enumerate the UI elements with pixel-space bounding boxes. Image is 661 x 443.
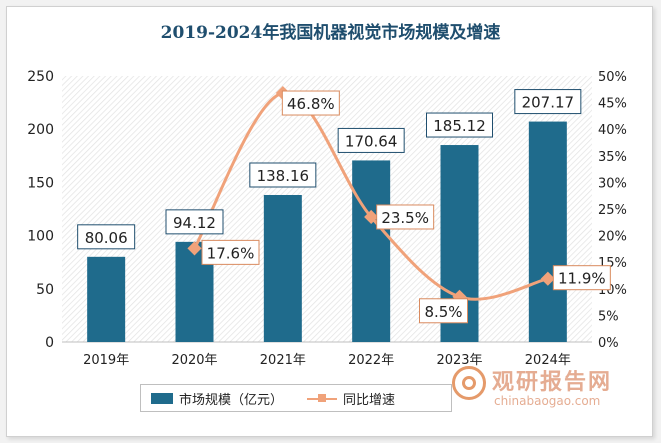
y-right-tick-label: 5% <box>598 309 619 324</box>
growth-value-label: 8.5% <box>424 303 462 321</box>
growth-value-label-box <box>419 298 468 324</box>
growth-value-label: 11.9% <box>558 270 606 288</box>
growth-point <box>540 271 555 286</box>
y-right-tick-label: 25% <box>598 203 627 218</box>
x-tick-label: 2023年 <box>436 353 482 368</box>
bar <box>87 256 126 342</box>
growth-point <box>364 209 379 225</box>
y-right-tick-label: 45% <box>598 97 627 112</box>
growth-value-label: 46.8% <box>287 95 335 113</box>
bar <box>528 121 567 342</box>
y-left-tick-label: 200 <box>27 122 54 138</box>
y-right-tick-label: 30% <box>598 176 627 191</box>
y-left-tick-label: 150 <box>27 175 54 191</box>
x-tick-label: 2021年 <box>260 353 306 368</box>
y-right-tick-label: 50% <box>598 70 627 85</box>
growth-value-label: 23.5% <box>381 209 429 227</box>
bar <box>352 160 391 342</box>
growth-point <box>187 241 202 256</box>
plot-area <box>62 76 592 342</box>
legend-line-swatch <box>307 393 338 404</box>
watermark-en: chinabaogao.com <box>494 394 601 408</box>
growth-value-label-box <box>376 204 435 230</box>
y-right-tick-label: 20% <box>598 230 627 245</box>
bar-value-label: 207.17 <box>522 94 575 112</box>
y-left-tick-label: 50 <box>36 282 54 298</box>
growth-value-label-box <box>201 239 260 265</box>
y-left-tick-label: 0 <box>45 335 54 351</box>
bar-value-label-box <box>426 112 493 138</box>
legend-item-line: 同比增速 <box>307 389 395 408</box>
legend-item-bar: 市场规模（亿元） <box>151 389 283 408</box>
growth-value-label-box <box>552 265 611 291</box>
bar-value-label: 94.12 <box>173 214 216 232</box>
bar-value-label-box <box>165 209 224 235</box>
growth-value-label-box <box>281 90 340 116</box>
chart-title: 2019-2024年我国机器视觉市场规模及增速 <box>160 23 501 43</box>
bar-value-label: 170.64 <box>345 132 398 150</box>
bar-value-label-box <box>249 162 317 188</box>
bar <box>263 194 302 342</box>
watermark-cn: 观研报告网 <box>492 370 613 395</box>
x-tick-label: 2024年 <box>525 353 571 368</box>
growth-line <box>193 91 549 301</box>
watermark-logo-icon <box>452 366 486 400</box>
y-left-tick-label: 100 <box>27 229 54 245</box>
bar-value-label: 80.06 <box>85 229 128 247</box>
legend-bar-swatch <box>151 392 173 404</box>
bar-value-label-box <box>77 224 136 250</box>
bar-value-label-box <box>514 89 582 115</box>
y-left-tick-label: 250 <box>27 69 54 85</box>
y-right-tick-label: 40% <box>598 123 627 138</box>
x-tick-label: 2022年 <box>348 353 394 368</box>
legend-bar-label: 市场规模（亿元） <box>179 392 284 408</box>
bar-value-label: 185.12 <box>433 117 486 135</box>
legend-line-label: 同比增速 <box>343 392 396 408</box>
x-tick-label: 2020年 <box>171 353 217 368</box>
bar-value-label: 138.16 <box>257 167 310 185</box>
y-right-tick-label: 35% <box>598 150 627 165</box>
bar-value-label-box <box>337 127 405 153</box>
x-tick-label: 2019年 <box>83 353 129 368</box>
y-right-tick-label: 0% <box>598 336 619 351</box>
watermark: 观研报告网 chinabaogao.com <box>452 364 652 414</box>
legend: 市场规模（亿元） 同比增速 <box>140 384 452 412</box>
growth-value-label: 17.6% <box>207 244 255 262</box>
